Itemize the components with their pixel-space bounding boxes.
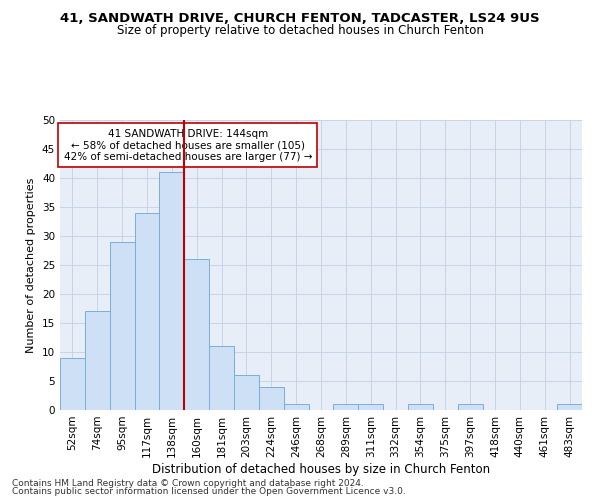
- Text: 41, SANDWATH DRIVE, CHURCH FENTON, TADCASTER, LS24 9US: 41, SANDWATH DRIVE, CHURCH FENTON, TADCA…: [60, 12, 540, 26]
- Text: 41 SANDWATH DRIVE: 144sqm
← 58% of detached houses are smaller (105)
42% of semi: 41 SANDWATH DRIVE: 144sqm ← 58% of detac…: [64, 128, 312, 162]
- Bar: [60, 358, 85, 410]
- Y-axis label: Number of detached properties: Number of detached properties: [26, 178, 37, 352]
- Text: Contains public sector information licensed under the Open Government Licence v3: Contains public sector information licen…: [12, 487, 406, 496]
- Bar: [110, 242, 134, 410]
- Bar: [160, 172, 184, 410]
- X-axis label: Distribution of detached houses by size in Church Fenton: Distribution of detached houses by size …: [152, 462, 490, 475]
- Bar: [134, 213, 160, 410]
- Text: Contains HM Land Registry data © Crown copyright and database right 2024.: Contains HM Land Registry data © Crown c…: [12, 478, 364, 488]
- Bar: [209, 346, 234, 410]
- Bar: [334, 404, 358, 410]
- Bar: [85, 312, 110, 410]
- Bar: [284, 404, 308, 410]
- Bar: [458, 404, 482, 410]
- Bar: [358, 404, 383, 410]
- Bar: [259, 387, 284, 410]
- Bar: [184, 259, 209, 410]
- Text: Size of property relative to detached houses in Church Fenton: Size of property relative to detached ho…: [116, 24, 484, 37]
- Bar: [408, 404, 433, 410]
- Bar: [557, 404, 582, 410]
- Bar: [234, 375, 259, 410]
